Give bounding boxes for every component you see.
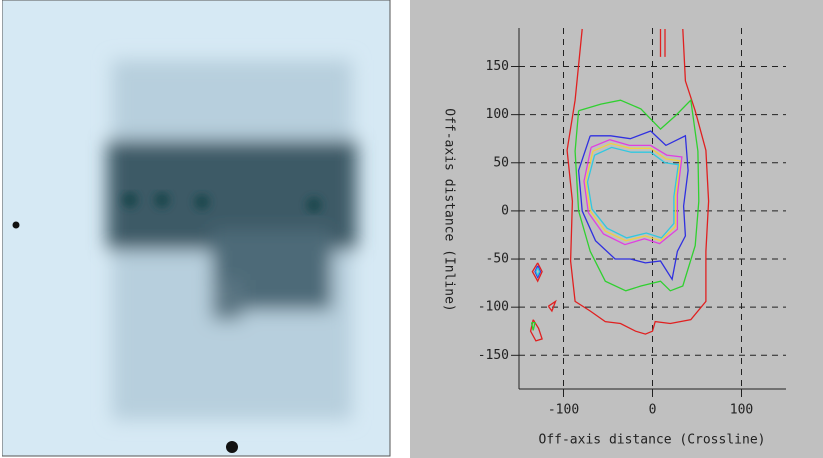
contour-line — [530, 98, 700, 331]
contour-line — [585, 142, 681, 242]
y-tick-label: -50 — [486, 252, 509, 267]
marker-dot — [12, 221, 20, 229]
y-axis-title: Off-axis distance (Inline) — [442, 108, 457, 312]
y-tick-label: 100 — [486, 107, 509, 122]
y-tick-label: 50 — [493, 155, 509, 170]
contour-line — [535, 146, 680, 277]
x-tick-label: 0 — [649, 403, 657, 418]
contour-line — [583, 139, 683, 246]
marker-dot — [226, 441, 238, 453]
film-exposure — [107, 60, 357, 420]
contour-chart: Off-axis distance (Crossline) Off-axis d… — [410, 0, 823, 458]
x-tick-label: -100 — [548, 403, 579, 418]
y-tick-label: -150 — [478, 348, 509, 363]
y-tick-label: -100 — [478, 300, 509, 315]
chart-background — [410, 0, 823, 458]
film-dark-spots — [122, 192, 322, 213]
contour-line — [534, 130, 689, 282]
contour-line — [529, 28, 710, 342]
x-tick-label: 100 — [730, 403, 753, 418]
y-tick-label: 150 — [486, 59, 509, 74]
y-tick-label: 0 — [501, 203, 509, 218]
film-photo — [2, 0, 391, 457]
x-axis-title: Off-axis distance (Crossline) — [539, 433, 766, 448]
